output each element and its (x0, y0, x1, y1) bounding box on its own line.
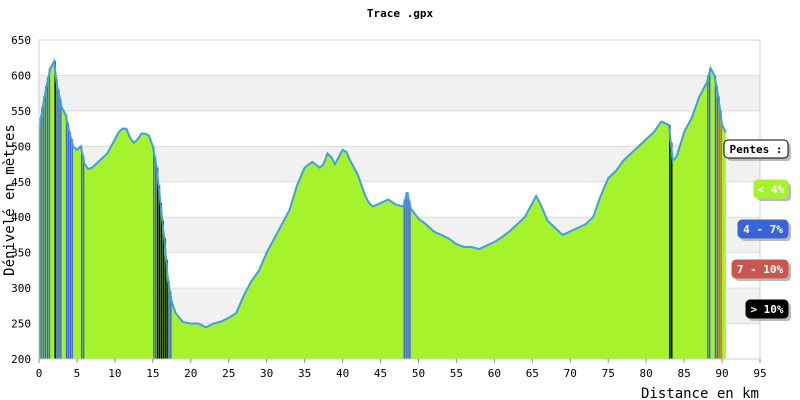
legend-label: 4 - 7% (743, 223, 783, 236)
legend: Pentes : < 4% 4 - 7% 7 - 10% > 10% (723, 139, 791, 321)
slope-markers (39, 61, 722, 359)
grid-band (39, 110, 760, 147)
x-tick-label: 30 (260, 367, 273, 380)
elevation-fill (39, 61, 726, 360)
legend-label: > 10% (750, 303, 783, 316)
y-tick-label: 500 (11, 140, 31, 153)
legend-swatch (737, 219, 789, 239)
x-tick-label: 60 (488, 367, 501, 380)
x-tick-label: 25 (222, 367, 235, 380)
legend-label: 7 - 10% (737, 263, 784, 276)
x-tick-label: 95 (753, 367, 766, 380)
y-tick-label: 350 (11, 247, 31, 260)
y-tick-label: 300 (11, 282, 31, 295)
x-tick-label: 20 (184, 367, 197, 380)
legend-title-box (723, 139, 789, 159)
y-tick-label: 200 (11, 353, 31, 366)
x-tick-label: 90 (715, 367, 728, 380)
elevation-area (39, 61, 726, 360)
y-axis-title: Dénivelé en mètres (2, 124, 18, 276)
y-tick-label: 600 (11, 69, 31, 82)
grid-band (39, 40, 760, 76)
x-tick-label: 65 (526, 367, 539, 380)
x-tick-label: 85 (677, 367, 690, 380)
x-tick-label: 10 (108, 367, 121, 380)
x-tick-label: 70 (564, 367, 577, 380)
y-tick-label: 650 (11, 34, 31, 47)
legend-title: Pentes : (730, 143, 783, 156)
x-tick-label: 15 (146, 367, 159, 380)
legend-swatch (731, 259, 789, 279)
x-axis-ticks: 0 5 10 15 20 25 30 35 40 45 50 55 60 65 70 75 80 85 90 95 (36, 359, 767, 380)
x-tick-label: 75 (602, 367, 615, 380)
x-tick-label: 55 (450, 367, 463, 380)
x-tick-label: 45 (374, 367, 387, 380)
y-tick-label: 400 (11, 211, 31, 224)
y-tick-label: 550 (11, 105, 31, 118)
x-tick-label: 40 (336, 367, 349, 380)
x-tick-label: 80 (640, 367, 653, 380)
chart-title: Trace .gpx (367, 7, 434, 20)
x-tick-label: 50 (412, 367, 425, 380)
x-tick-label: 0 (36, 367, 43, 380)
legend-swatch (753, 179, 789, 199)
y-axis-ticks: 200 250 300 350 400 450 500 550 600 650 (11, 34, 31, 366)
y-tick-label: 250 (11, 318, 31, 331)
elevation-outline (38, 57, 727, 329)
grid-band (39, 75, 760, 111)
x-tick-label: 5 (74, 367, 81, 380)
x-tick-label: 35 (298, 367, 311, 380)
x-axis-title: Distance en km (641, 386, 759, 400)
legend-label: < 4% (758, 183, 785, 196)
y-tick-label: 450 (11, 176, 31, 189)
legend-swatch (745, 299, 789, 319)
elevation-line (38, 57, 727, 329)
